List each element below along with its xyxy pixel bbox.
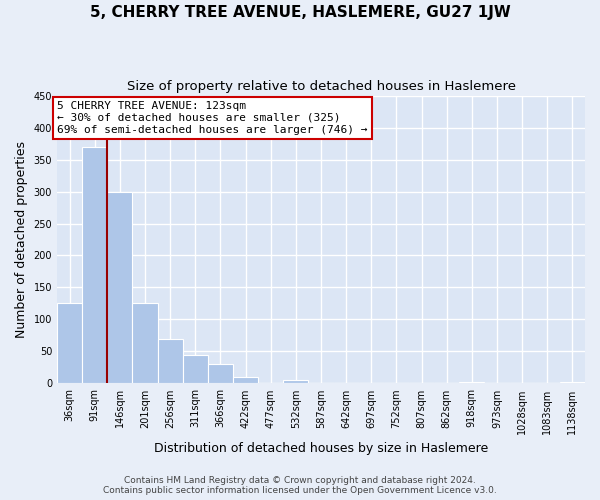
Y-axis label: Number of detached properties: Number of detached properties	[15, 141, 28, 338]
X-axis label: Distribution of detached houses by size in Haslemere: Distribution of detached houses by size …	[154, 442, 488, 455]
Bar	[183, 354, 208, 384]
Bar	[133, 304, 158, 384]
Bar	[107, 192, 133, 384]
Bar	[57, 304, 82, 384]
Title: Size of property relative to detached houses in Haslemere: Size of property relative to detached ho…	[127, 80, 515, 93]
Text: Contains HM Land Registry data © Crown copyright and database right 2024.
Contai: Contains HM Land Registry data © Crown c…	[103, 476, 497, 495]
Bar	[233, 377, 258, 384]
Bar	[158, 338, 183, 384]
Bar	[283, 380, 308, 384]
Bar	[82, 146, 107, 384]
Bar	[208, 364, 233, 384]
Bar	[560, 382, 585, 384]
Text: 5, CHERRY TREE AVENUE, HASLEMERE, GU27 1JW: 5, CHERRY TREE AVENUE, HASLEMERE, GU27 1…	[89, 5, 511, 20]
Text: 5 CHERRY TREE AVENUE: 123sqm
← 30% of detached houses are smaller (325)
69% of s: 5 CHERRY TREE AVENUE: 123sqm ← 30% of de…	[57, 102, 368, 134]
Bar	[459, 382, 484, 384]
